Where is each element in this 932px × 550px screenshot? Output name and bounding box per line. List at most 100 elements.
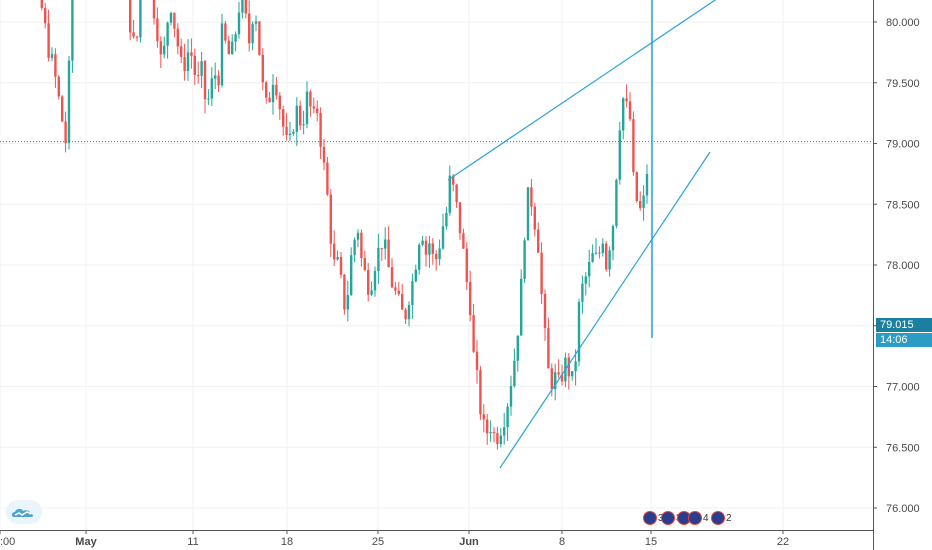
candle-body — [265, 82, 268, 98]
candle — [625, 84, 628, 108]
candle — [64, 111, 67, 153]
candle — [584, 272, 587, 296]
candle-body — [278, 95, 281, 110]
candle — [367, 262, 370, 302]
candle-body — [319, 113, 322, 147]
candle — [169, 11, 173, 26]
candle-body — [377, 247, 380, 271]
candle — [411, 273, 414, 319]
candle-body — [465, 248, 468, 283]
candle-body — [411, 281, 414, 306]
candle — [299, 100, 302, 130]
time-tick-label: 8 — [559, 536, 565, 548]
candle — [401, 283, 404, 310]
candle — [622, 97, 625, 140]
candle — [530, 179, 533, 216]
candle — [632, 111, 635, 176]
candle — [336, 250, 339, 261]
candle-body — [448, 175, 451, 213]
candle-body — [299, 105, 302, 126]
candle — [526, 187, 530, 241]
candle-body — [605, 243, 608, 270]
candle — [608, 246, 611, 277]
event-count: 3 — [658, 513, 664, 524]
candle-body — [628, 101, 632, 120]
candle — [577, 298, 581, 367]
candle-body — [190, 52, 193, 56]
candle-body — [322, 146, 326, 163]
candle — [547, 317, 550, 369]
candle-body — [129, 0, 132, 33]
event-marker-1[interactable]: 3 — [643, 510, 664, 526]
candle-body — [193, 55, 196, 75]
candle — [598, 246, 601, 259]
candle-body — [180, 46, 183, 57]
cloud-icon — [11, 508, 34, 517]
candle — [339, 252, 343, 279]
candle — [275, 77, 278, 100]
event-count: 2 — [726, 512, 732, 524]
candle-body — [554, 372, 557, 390]
candle-body — [346, 295, 349, 310]
candle — [523, 237, 526, 284]
candle — [186, 39, 190, 81]
candle — [156, 7, 159, 48]
candle — [370, 281, 373, 297]
candle-body — [183, 56, 186, 72]
event-marker-5[interactable]: 2 — [711, 510, 732, 526]
candle — [639, 191, 642, 211]
price-tick-label: 77.000 — [886, 382, 920, 394]
candle — [407, 301, 411, 327]
candle-body — [543, 293, 547, 329]
candle-body — [598, 252, 601, 254]
candle — [594, 238, 598, 255]
candle — [278, 92, 281, 120]
candle — [486, 413, 489, 445]
flag-icon — [711, 511, 725, 525]
flag-icon — [643, 511, 657, 525]
candle-body — [472, 315, 475, 352]
candle-body — [360, 232, 363, 259]
candle-body — [71, 0, 74, 61]
candle — [322, 139, 326, 171]
flag-icon — [688, 511, 702, 525]
candle — [455, 183, 458, 209]
candle — [302, 110, 305, 135]
candle — [295, 97, 298, 146]
candle-body — [414, 269, 417, 282]
candle — [557, 359, 560, 378]
candle-body — [394, 287, 397, 291]
candle — [588, 249, 591, 288]
candle-body — [577, 301, 581, 362]
candle — [312, 97, 315, 114]
candle-body — [231, 41, 234, 55]
time-tick-label: 18 — [281, 536, 293, 548]
candle-body — [645, 174, 649, 196]
candle — [329, 189, 332, 258]
candle — [67, 55, 71, 150]
candle-body — [169, 12, 173, 23]
candle — [554, 363, 557, 401]
candle-body — [152, 0, 156, 19]
candle-body — [234, 34, 237, 42]
candle — [207, 89, 210, 105]
candle — [380, 247, 383, 261]
candle — [190, 38, 193, 69]
candle-body — [380, 247, 383, 249]
candle — [458, 202, 462, 240]
candle-body — [159, 41, 162, 55]
candle — [363, 250, 366, 272]
tradingview-logo[interactable] — [6, 500, 42, 524]
candle — [40, 0, 43, 11]
candle-body — [339, 257, 343, 275]
candle — [71, 0, 74, 73]
candle-body — [547, 328, 550, 369]
candle-body — [251, 23, 254, 44]
event-marker-4[interactable]: 4 — [688, 510, 709, 526]
candle-body — [350, 255, 353, 296]
candle-body — [224, 23, 227, 41]
candle — [533, 202, 536, 237]
candle-body — [139, 0, 142, 38]
candle-body — [258, 21, 261, 55]
